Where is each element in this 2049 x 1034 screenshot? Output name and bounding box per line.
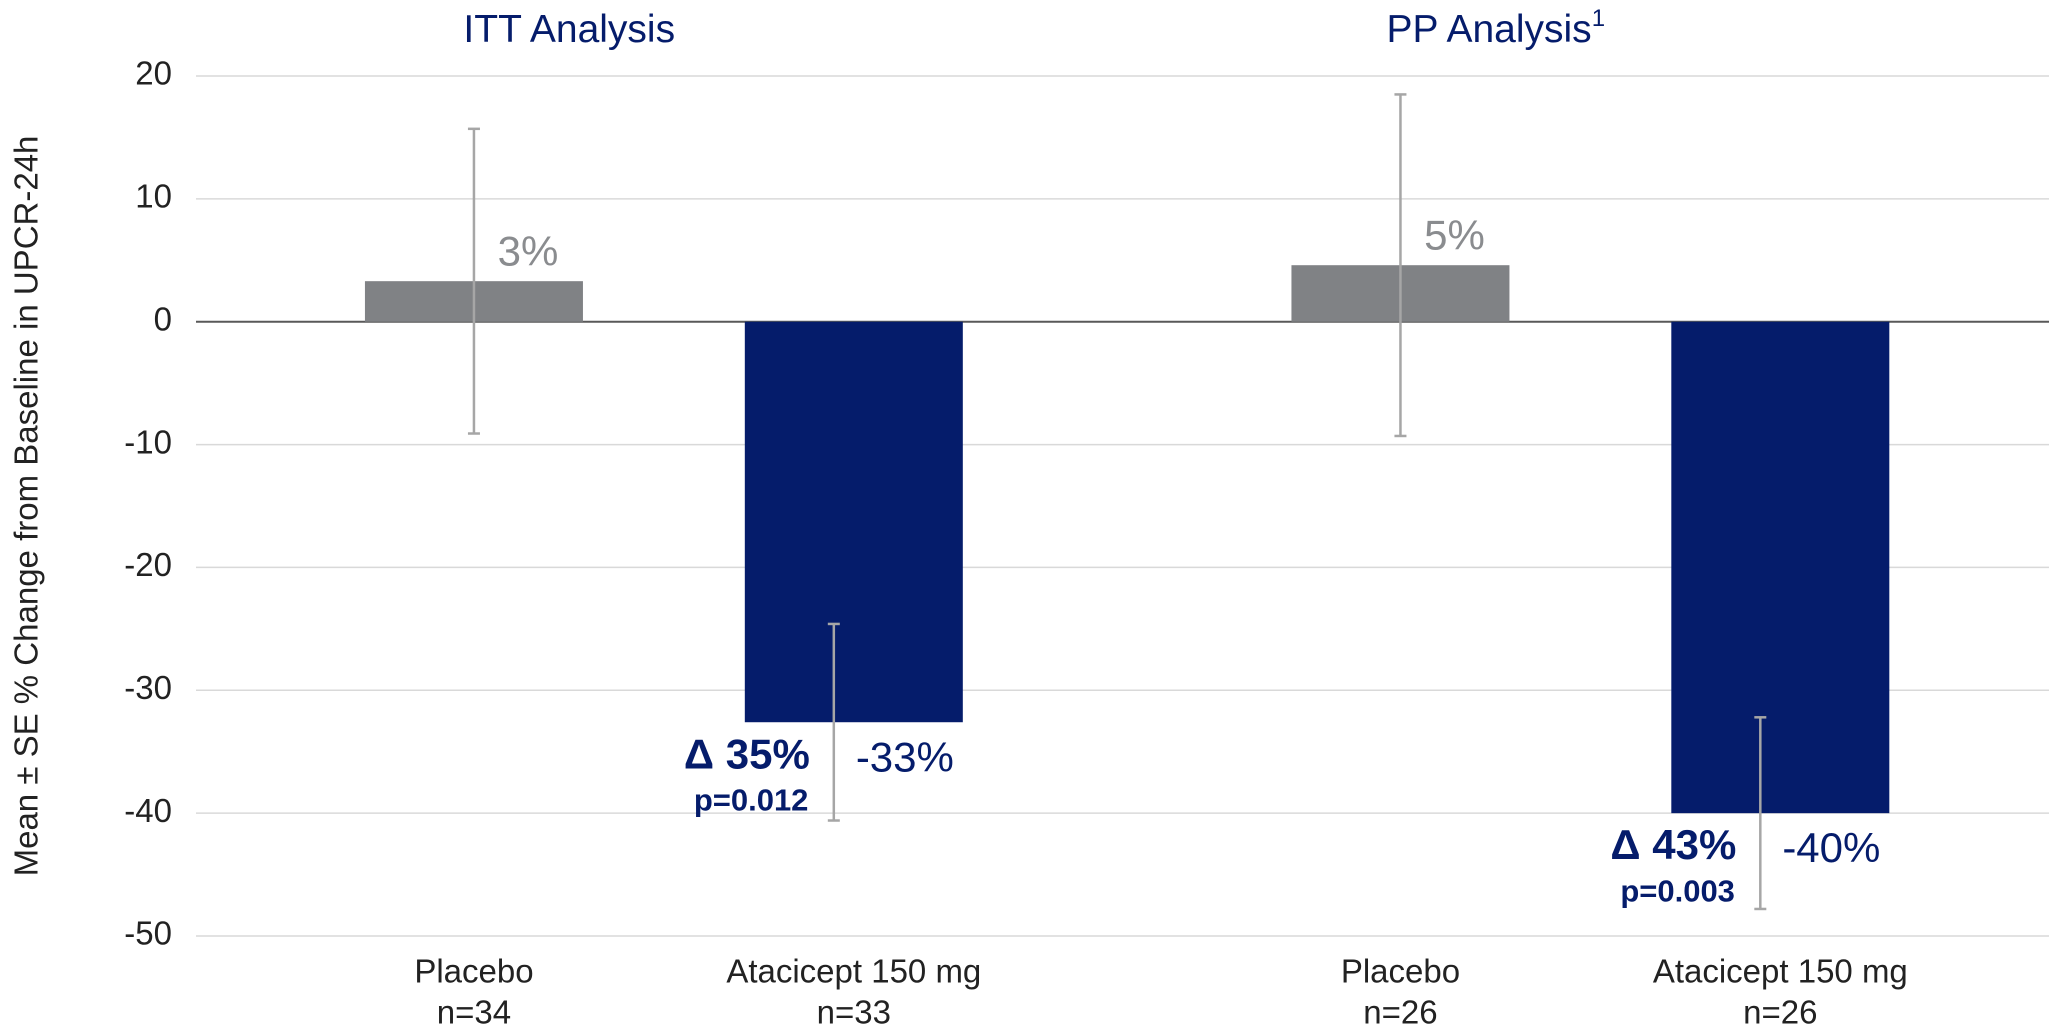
y-axis-label: Mean ± SE % Change from Baseline in UPCR… <box>8 136 45 877</box>
y-tick-label: 0 <box>154 300 172 337</box>
group-title: PP Analysis1 <box>1386 5 1605 51</box>
p-value-annotation: p=0.003 <box>1620 873 1735 908</box>
value-label: -40% <box>1782 824 1880 871</box>
x-tick-label: Placebo <box>1341 953 1460 990</box>
y-tick-label: -30 <box>124 669 172 706</box>
x-tick-sublabel: n=33 <box>817 994 891 1031</box>
group-title: ITT Analysis <box>463 8 675 51</box>
y-tick-label: -40 <box>124 792 172 829</box>
y-tick-label: -50 <box>124 915 172 952</box>
p-value-annotation: p=0.012 <box>694 782 809 817</box>
x-tick-sublabel: n=34 <box>437 994 511 1031</box>
x-tick-sublabel: n=26 <box>1743 994 1817 1031</box>
x-tick-label: Atacicept 150 mg <box>1653 953 1908 990</box>
delta-annotation: Δ 43% <box>1610 821 1736 868</box>
bar <box>1671 321 1890 814</box>
y-tick-label: -20 <box>124 546 172 583</box>
y-tick-label: -10 <box>124 423 172 460</box>
y-tick-label: 20 <box>135 55 172 92</box>
group-title-text: ITT Analysis <box>463 8 675 51</box>
value-label: 3% <box>498 227 559 274</box>
group-title-superscript: 1 <box>1592 5 1605 32</box>
x-tick-sublabel: n=26 <box>1363 994 1437 1031</box>
x-tick-label: Placebo <box>414 953 533 990</box>
x-tick-label: Atacicept 150 mg <box>726 953 981 990</box>
value-label: 5% <box>1424 211 1485 258</box>
delta-annotation: Δ 35% <box>684 730 810 777</box>
y-tick-label: 10 <box>135 178 172 215</box>
bar <box>744 321 963 723</box>
group-title-text: PP Analysis <box>1386 8 1591 51</box>
value-label: -33% <box>856 733 954 780</box>
